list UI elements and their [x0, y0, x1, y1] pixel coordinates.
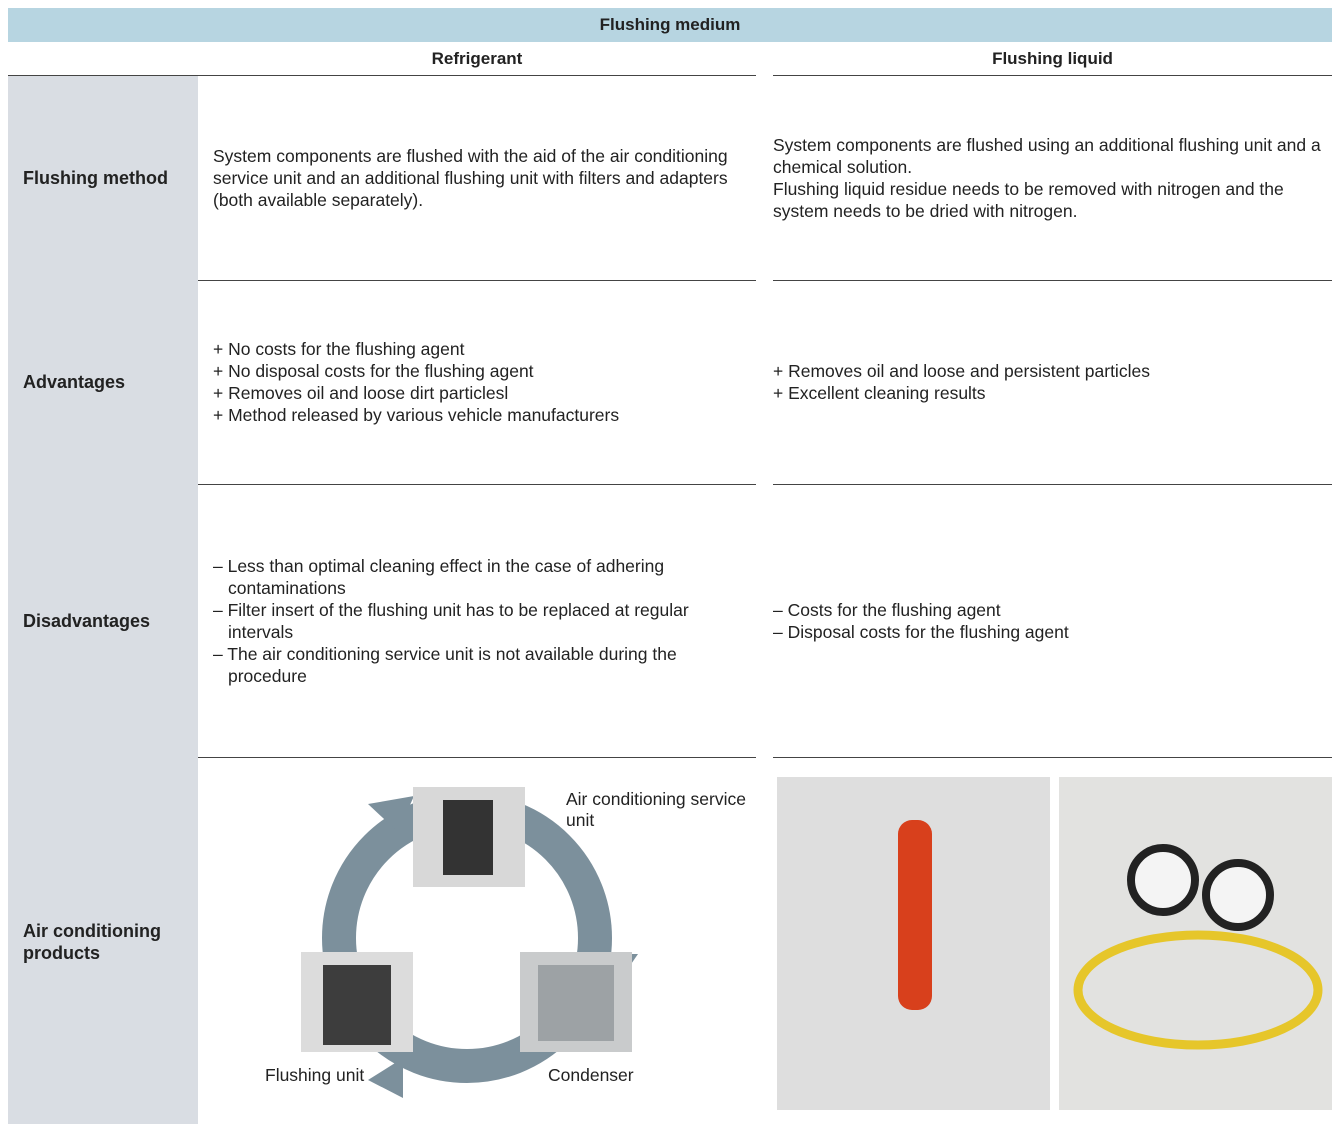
cell: + Removes oil and loose and persistent p…: [773, 280, 1328, 484]
cell-text: – Costs for the flushing agent: [773, 599, 1001, 620]
photo-shape: [898, 820, 932, 1010]
row-label: Advantages: [23, 372, 126, 392]
cell-text: System components are flushed using an a…: [773, 135, 1321, 177]
cell-text: – The air conditioning service unit is n…: [213, 643, 677, 686]
photo-shape: [443, 800, 493, 875]
row-label: Air conditioning products: [23, 921, 161, 963]
photo-shape: [1127, 844, 1199, 916]
column-header: Flushing liquid: [773, 42, 1332, 76]
column-header: Refrigerant: [198, 42, 756, 76]
cell: – Costs for the flushing agent – Disposal…: [773, 484, 1328, 757]
illustrations: [301, 777, 1332, 1110]
arrowhead: [368, 796, 414, 832]
row-label: Flushing method: [23, 168, 168, 188]
cell: + No costs for the flushing agent + No di…: [213, 280, 743, 484]
cell-text: + No disposal costs for the flushing age…: [213, 361, 534, 381]
photo-shape: [323, 965, 391, 1045]
cycle-diagram: [301, 787, 638, 1098]
rule: [773, 484, 1332, 485]
rule: [773, 757, 1332, 758]
photo-shape: [1202, 859, 1274, 931]
cell-text: System components are flushed with the a…: [213, 146, 728, 210]
cell-text: + Removes oil and loose and persistent p…: [773, 361, 1150, 381]
cell-text: + Method released by various vehicle man…: [213, 405, 620, 425]
label-column: [8, 76, 198, 1124]
cell-text: + Excellent cleaning results: [773, 383, 986, 403]
cell: – Less than optimal cleaning effect in t…: [213, 484, 743, 757]
diagram-label: Condenser: [548, 1065, 634, 1085]
header: Flushing medium: [8, 8, 1332, 42]
rule: [8, 74, 198, 76]
cell-text: + No costs for the flushing agent: [213, 339, 465, 359]
cell-text: – Filter insert of the flushing unit has…: [213, 599, 689, 642]
cell-text: + Removes oil and loose dirt particlesl: [213, 383, 509, 403]
gauge-set-photo: [1059, 777, 1332, 1110]
photo-shape: [538, 965, 614, 1041]
arrowhead: [368, 1058, 403, 1098]
cell-text: – Less than optimal cleaning effect in t…: [213, 555, 665, 598]
cell-text: – Disposal costs for the flushing agent: [773, 621, 1069, 642]
rule: [198, 484, 756, 485]
row-label: Disadvantages: [23, 610, 151, 631]
diagram-label: Flushing unit: [265, 1065, 365, 1085]
rule: [198, 280, 756, 281]
diagram-label: Air conditioning service unit: [566, 789, 746, 830]
rule: [773, 280, 1332, 281]
cell: System components are flushed using an a…: [773, 76, 1328, 280]
photo-shape: [1073, 930, 1323, 1050]
rule: [198, 757, 756, 758]
cell: System components are flushed with the a…: [213, 76, 743, 280]
cell-text: Flushing liquid residue needs to be remo…: [773, 179, 1284, 221]
